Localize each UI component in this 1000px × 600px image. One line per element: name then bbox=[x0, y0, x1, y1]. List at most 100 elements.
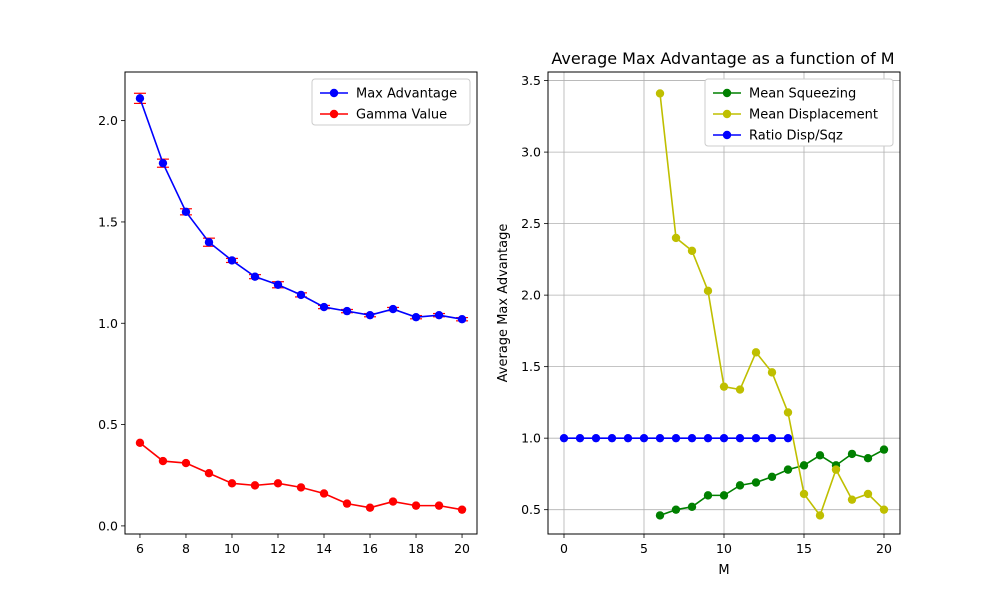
max-advantage-point bbox=[227, 256, 237, 265]
mean-squeezing-point bbox=[767, 472, 777, 481]
ratio-disp-sqz-point bbox=[623, 433, 633, 443]
x-tick-label: 16 bbox=[362, 541, 378, 556]
mean-displacement-point bbox=[863, 489, 873, 499]
ratio-disp-sqz-point bbox=[639, 433, 649, 443]
mean-displacement-point bbox=[655, 89, 665, 98]
x-tick-label: 14 bbox=[316, 541, 332, 556]
max-advantage-point bbox=[434, 310, 444, 320]
mean-displacement-point bbox=[703, 286, 713, 296]
ratio-disp-sqz-point bbox=[767, 433, 777, 443]
x-tick-label: 18 bbox=[408, 541, 424, 556]
legend-frame bbox=[311, 78, 471, 126]
mean-squeezing-point bbox=[879, 445, 889, 454]
x-tick-label: 0 bbox=[560, 541, 568, 556]
mean-displacement-point bbox=[687, 246, 697, 255]
gamma-value-point bbox=[204, 469, 214, 478]
mean-displacement-point bbox=[783, 408, 793, 417]
y-tick-label: 1.5 bbox=[521, 359, 541, 374]
legend-frame bbox=[704, 78, 894, 147]
ratio-disp-sqz-point bbox=[751, 433, 761, 443]
mean-displacement-point bbox=[751, 348, 761, 357]
ratio-disp-sqz-legend-label: Ratio Disp/Sqz bbox=[749, 129, 843, 144]
y-tick-label: 1.5 bbox=[98, 214, 118, 229]
max-advantage-point bbox=[342, 306, 352, 316]
mean-squeezing-point bbox=[655, 511, 665, 520]
x-tick-label: 10 bbox=[716, 541, 732, 556]
right-legend: Mean Squeezing Mean Displacement Ratio Dis… bbox=[704, 78, 894, 147]
x-tick-label: 6 bbox=[136, 541, 144, 556]
gamma-value-point bbox=[388, 497, 398, 506]
y-tick-label: 0.0 bbox=[98, 518, 118, 533]
x-tick-label: 20 bbox=[454, 541, 470, 556]
max-advantage-point bbox=[365, 310, 375, 320]
mean-displacement-point bbox=[767, 368, 777, 377]
x-tick-label: 20 bbox=[876, 541, 892, 556]
x-tick-label: 8 bbox=[182, 541, 190, 556]
y-tick-label: 0.5 bbox=[521, 502, 541, 517]
mean-squeezing-point bbox=[687, 502, 697, 512]
mean-squeezing-point bbox=[735, 481, 745, 490]
mean-displacement-legend-label: Mean Displacement bbox=[749, 108, 878, 123]
mean-squeezing-legend-label: Mean Squeezing bbox=[749, 87, 856, 102]
left-axis-ticks: 6 8 10 12 14 16 18 20 0.0 0.5 1.0 1.5 2.0 bbox=[98, 113, 470, 556]
gamma-value-point bbox=[319, 489, 329, 498]
gamma-value-legend-marker bbox=[329, 109, 339, 119]
ratio-disp-sqz-point bbox=[559, 433, 569, 443]
x-tick-label: 10 bbox=[224, 541, 240, 556]
left-legend: Max Advantage Gamma Value bbox=[311, 78, 471, 126]
gamma-value-line bbox=[139, 442, 463, 511]
gamma-value-point bbox=[434, 501, 444, 510]
mean-displacement-point bbox=[799, 489, 809, 499]
max-advantage-point bbox=[296, 290, 306, 300]
max-advantage-point bbox=[388, 304, 398, 314]
mean-squeezing-point bbox=[751, 478, 761, 487]
mean-squeezing-point bbox=[863, 453, 873, 463]
gamma-value-point bbox=[181, 458, 191, 468]
right-x-axis-label: M bbox=[718, 563, 729, 578]
mean-displacement-point bbox=[879, 505, 889, 514]
gamma-value-point bbox=[158, 456, 168, 466]
max-advantage-point bbox=[135, 94, 145, 103]
max-advantage-point bbox=[158, 158, 168, 168]
max-advantage-point bbox=[204, 238, 214, 247]
y-tick-label: 3.5 bbox=[521, 73, 541, 88]
right-axis-ticks: 0 5 10 15 20 0.5 1.0 1.5 2.0 2.5 3.0 3.5 bbox=[521, 73, 892, 556]
gamma-value-point bbox=[411, 501, 421, 510]
mean-displacement-point bbox=[735, 385, 745, 394]
ratio-disp-sqz-point bbox=[735, 433, 745, 443]
x-tick-label: 5 bbox=[640, 541, 648, 556]
y-tick-label: 2.5 bbox=[521, 216, 541, 231]
ratio-disp-sqz-point bbox=[575, 433, 585, 443]
mean-squeezing-point bbox=[703, 491, 713, 500]
gamma-value-point bbox=[342, 499, 352, 508]
max-advantage-point bbox=[250, 272, 260, 281]
mean-displacement-point bbox=[671, 233, 681, 243]
max-advantage-point bbox=[411, 312, 421, 322]
mean-displacement-point bbox=[847, 495, 857, 504]
gamma-value-point bbox=[457, 505, 467, 514]
mean-displacement-legend-marker bbox=[722, 109, 732, 119]
mean-squeezing-point bbox=[719, 491, 729, 500]
gamma-value-point bbox=[365, 503, 375, 512]
gamma-value-legend-label: Gamma Value bbox=[356, 108, 447, 123]
y-tick-label: 1.0 bbox=[98, 316, 118, 331]
right-chart-title: Average Max Advantage as a function of M bbox=[551, 49, 894, 68]
ratio-disp-sqz-point bbox=[655, 433, 665, 443]
left-chart-panel: 6 8 10 12 14 16 18 20 0.0 0.5 1.0 1.5 2.0 Max Advant… bbox=[98, 71, 478, 556]
left-plot-frame bbox=[124, 71, 478, 535]
y-tick-label: 2.0 bbox=[98, 113, 118, 128]
mean-squeezing-point bbox=[671, 505, 681, 514]
gamma-value-point bbox=[250, 481, 260, 490]
gamma-value-point bbox=[135, 438, 145, 448]
mean-squeezing-point bbox=[783, 465, 793, 474]
ratio-disp-sqz-point bbox=[671, 433, 681, 443]
ratio-disp-sqz-legend-marker bbox=[722, 130, 732, 140]
gamma-value-point bbox=[273, 479, 283, 488]
right-plot-area bbox=[559, 89, 889, 520]
right-y-axis-label: Average Max Advantage bbox=[496, 224, 511, 383]
mean-squeezing-point bbox=[847, 449, 857, 459]
max-advantage-point bbox=[181, 207, 191, 217]
max-advantage-point bbox=[457, 315, 467, 324]
right-chart-panel: Average Max Advantage as a function of M… bbox=[496, 49, 901, 578]
